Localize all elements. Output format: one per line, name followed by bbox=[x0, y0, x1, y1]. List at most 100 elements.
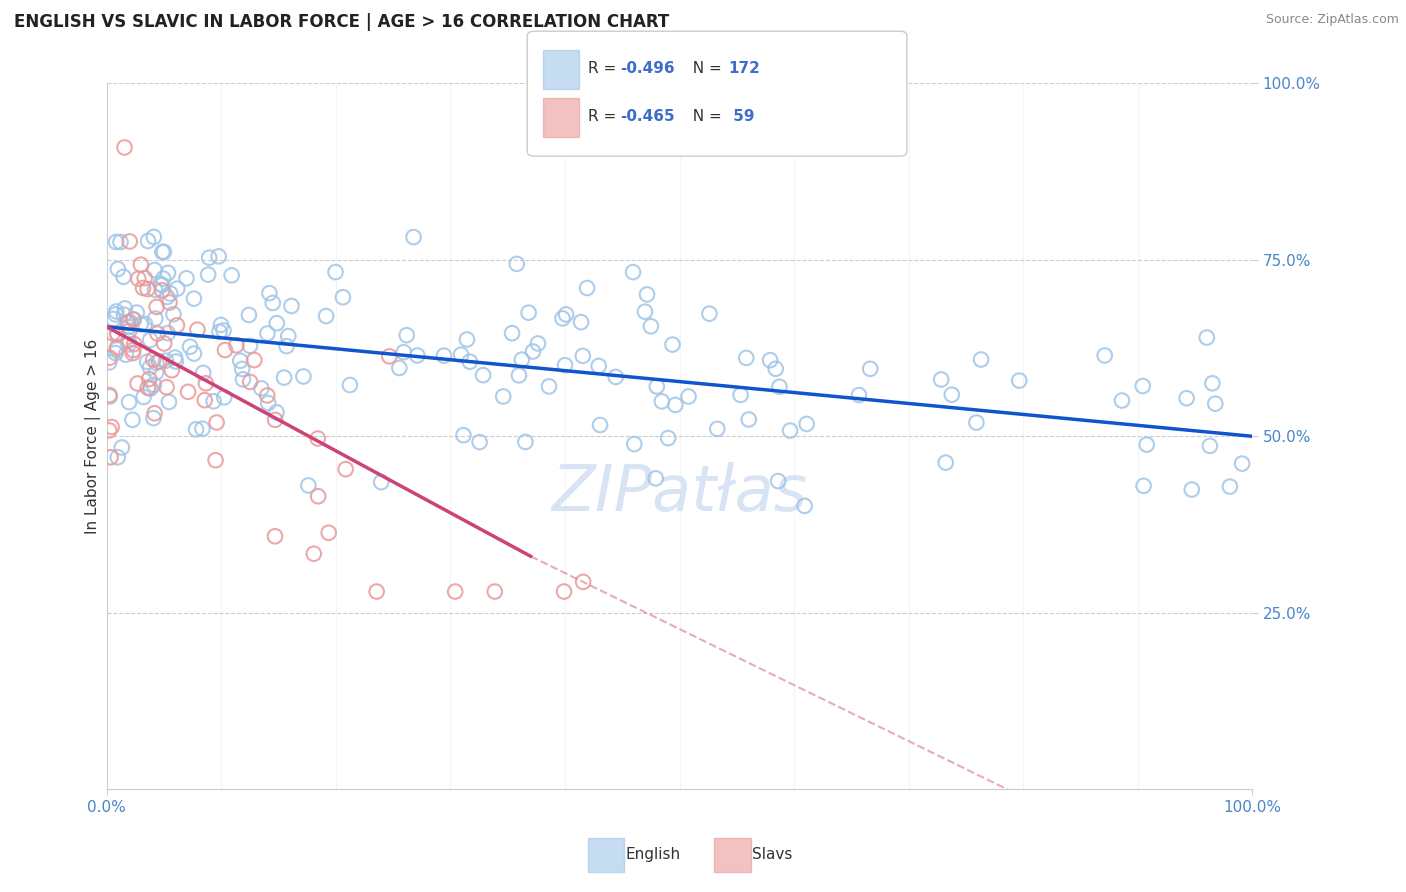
Point bbox=[779, 424, 801, 438]
Point bbox=[101, 326, 124, 341]
Point bbox=[1132, 479, 1154, 493]
Point bbox=[1195, 330, 1218, 344]
Point bbox=[159, 295, 181, 310]
Point bbox=[177, 384, 200, 399]
Point bbox=[159, 286, 181, 301]
Point bbox=[506, 257, 529, 271]
Point bbox=[127, 272, 149, 286]
Point bbox=[205, 416, 228, 430]
Point bbox=[104, 308, 127, 322]
Point bbox=[307, 432, 329, 446]
Point bbox=[142, 352, 165, 367]
Point bbox=[706, 422, 728, 436]
Point bbox=[735, 351, 758, 365]
Point bbox=[1230, 457, 1253, 471]
Point bbox=[204, 453, 226, 467]
Point bbox=[859, 361, 882, 376]
Point bbox=[186, 323, 208, 337]
Point bbox=[156, 266, 179, 280]
Text: 172: 172 bbox=[728, 62, 761, 76]
Point bbox=[515, 434, 537, 449]
Point bbox=[576, 281, 599, 295]
Point bbox=[145, 300, 167, 314]
Point bbox=[118, 395, 141, 409]
Point bbox=[103, 312, 125, 326]
Point bbox=[759, 353, 782, 368]
Point bbox=[150, 283, 173, 297]
Point bbox=[142, 377, 165, 392]
Text: N =: N = bbox=[683, 110, 727, 124]
Point bbox=[98, 355, 121, 369]
Point bbox=[453, 428, 475, 442]
Point bbox=[132, 390, 155, 404]
Point bbox=[231, 362, 253, 376]
Text: English: English bbox=[626, 847, 681, 862]
Point bbox=[259, 286, 281, 301]
Point bbox=[143, 283, 166, 297]
Point bbox=[796, 417, 818, 431]
Point bbox=[572, 349, 595, 363]
Point bbox=[163, 351, 186, 365]
Point bbox=[297, 478, 319, 492]
Point bbox=[406, 349, 429, 363]
Point bbox=[392, 345, 415, 359]
Point bbox=[139, 382, 162, 396]
Point bbox=[111, 441, 134, 455]
Point bbox=[456, 333, 478, 347]
Point bbox=[645, 379, 668, 393]
Point bbox=[621, 265, 644, 279]
Point bbox=[318, 525, 340, 540]
Point bbox=[250, 381, 273, 395]
Point bbox=[1094, 349, 1116, 363]
Point bbox=[458, 354, 481, 368]
Point bbox=[537, 379, 560, 393]
Point bbox=[402, 230, 425, 244]
Point bbox=[117, 315, 139, 329]
Point bbox=[332, 290, 354, 304]
Point bbox=[273, 370, 295, 384]
Point bbox=[588, 359, 610, 373]
Point bbox=[157, 395, 180, 409]
Point bbox=[98, 389, 121, 403]
Point bbox=[765, 361, 787, 376]
Point bbox=[484, 584, 506, 599]
Point bbox=[197, 268, 219, 282]
Point bbox=[146, 326, 169, 341]
Point bbox=[388, 360, 411, 375]
Point bbox=[1201, 376, 1223, 391]
Point bbox=[136, 234, 159, 248]
Point bbox=[292, 369, 315, 384]
Point bbox=[155, 380, 177, 394]
Point bbox=[232, 372, 254, 386]
Point bbox=[198, 251, 221, 265]
Point bbox=[239, 339, 262, 353]
Point bbox=[450, 348, 472, 362]
Point bbox=[117, 320, 139, 334]
Point bbox=[138, 372, 160, 386]
Point bbox=[193, 366, 215, 380]
Point bbox=[339, 378, 361, 392]
Point bbox=[134, 271, 156, 285]
Point bbox=[145, 366, 167, 380]
Point bbox=[1175, 391, 1198, 405]
Point bbox=[129, 318, 152, 332]
Point bbox=[266, 405, 288, 419]
Point bbox=[136, 381, 159, 395]
Point bbox=[98, 388, 121, 402]
Point bbox=[661, 337, 683, 351]
Point bbox=[127, 376, 149, 391]
Point bbox=[105, 343, 128, 357]
Point bbox=[257, 396, 280, 410]
Point bbox=[551, 311, 574, 326]
Point bbox=[183, 292, 205, 306]
Point bbox=[115, 348, 138, 362]
Point bbox=[105, 341, 128, 355]
Point bbox=[162, 307, 184, 321]
Point bbox=[605, 370, 627, 384]
Point bbox=[433, 349, 456, 363]
Point bbox=[378, 349, 401, 363]
Point bbox=[589, 417, 612, 432]
Point bbox=[766, 474, 789, 488]
Point bbox=[208, 325, 231, 339]
Point bbox=[122, 312, 145, 326]
